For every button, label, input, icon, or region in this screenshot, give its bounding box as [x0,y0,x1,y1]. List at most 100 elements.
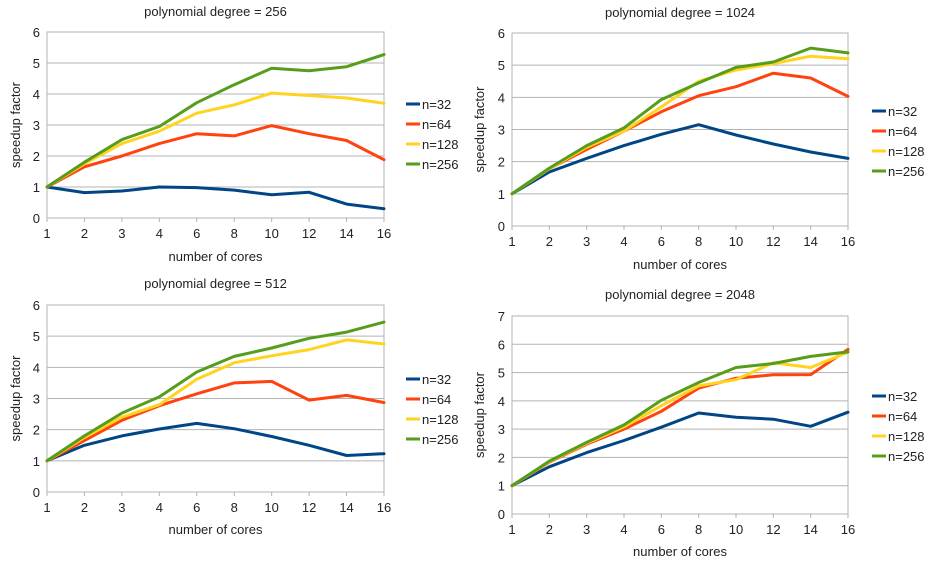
y-tick-label: 6 [33,25,40,40]
legend-label: n=64 [422,392,451,407]
legend-label: n=256 [422,157,459,172]
y-tick-label: 4 [33,360,40,375]
x-tick-label: 12 [302,226,316,241]
x-tick-label: 3 [583,522,590,537]
series-line-n=32 [510,123,850,196]
x-tick-label: 10 [729,522,743,537]
series-line-n=32 [45,185,386,211]
legend-label: n=32 [888,104,917,119]
series-line-n=64 [510,347,850,488]
x-tick-label: 6 [658,522,665,537]
x-tick-label: 12 [302,500,316,515]
x-tick-label: 1 [508,522,515,537]
legend-label: n=64 [422,117,451,132]
x-tick-label: 3 [583,234,590,249]
y-tick-label: 5 [498,366,505,381]
y-tick-label: 2 [498,450,505,465]
x-tick-label: 3 [118,226,125,241]
x-tick-label: 6 [193,226,200,241]
legend: n=32 n=64 n=128 n=256 [872,389,925,464]
x-tick-label: 4 [156,500,163,515]
series-line-n=64 [45,124,386,189]
x-tick-label: 16 [841,234,855,249]
x-tick-label: 16 [377,226,391,241]
legend: n=32 n=64 n=128 n=256 [872,104,925,179]
x-axis-label: number of cores [169,249,263,264]
legend-label: n=128 [422,137,459,152]
y-tick-label: 2 [33,149,40,164]
y-tick-label: 3 [498,422,505,437]
y-tick-label: 5 [33,329,40,344]
legend-label: n=128 [888,144,925,159]
chart-title: polynomial degree = 256 [144,4,287,19]
x-axis-label: number of cores [633,257,727,272]
y-tick-label: 3 [33,118,40,133]
x-tick-label: 14 [803,522,817,537]
x-tick-label: 1 [43,500,50,515]
plot-frame [511,315,849,515]
y-tick-label: 0 [33,485,40,500]
x-tick-label: 6 [658,234,665,249]
x-tick-label: 8 [695,234,702,249]
x-tick-label: 12 [766,234,780,249]
y-tick-label: 0 [33,211,40,226]
x-tick-label: 2 [81,500,88,515]
series-line-n=32 [45,421,386,463]
x-tick-label: 2 [546,234,553,249]
series-line-n=32 [510,410,850,488]
x-tick-label: 14 [339,226,353,241]
legend-label: n=128 [422,412,459,427]
x-tick-label: 1 [43,226,50,241]
series-line-n=128 [45,91,386,189]
y-tick-label: 3 [33,392,40,407]
y-tick-label: 0 [498,507,505,522]
series-line-n=64 [45,379,386,463]
x-tick-label: 8 [231,226,238,241]
x-tick-label: 10 [729,234,743,249]
y-tick-label: 4 [498,394,505,409]
y-tick-label: 5 [33,56,40,71]
x-tick-label: 8 [695,522,702,537]
x-tick-label: 2 [546,522,553,537]
chart-title: polynomial degree = 1024 [605,5,755,20]
y-tick-label: 1 [33,180,40,195]
x-tick-label: 2 [81,226,88,241]
y-axis-label: speedup factor [472,86,487,173]
legend-label: n=32 [422,372,451,387]
legend-label: n=32 [422,97,451,112]
x-tick-label: 16 [377,500,391,515]
y-tick-label: 4 [498,90,505,105]
y-axis-label: speedup factor [472,371,487,458]
x-tick-label: 6 [193,500,200,515]
series-line-n=256 [510,350,850,488]
chart-title: polynomial degree = 512 [144,276,287,291]
x-tick-label: 14 [803,234,817,249]
x-tick-label: 12 [766,522,780,537]
y-tick-label: 2 [498,155,505,170]
legend: n=32 n=64 n=128 n=256 [406,372,459,447]
legend-label: n=256 [422,432,459,447]
y-tick-label: 4 [33,87,40,102]
legend-label: n=128 [888,429,925,444]
legend-label: n=64 [888,124,917,139]
y-tick-label: 6 [498,337,505,352]
series-line-n=256 [510,46,850,196]
y-tick-label: 1 [498,187,505,202]
y-tick-label: 0 [498,219,505,234]
x-axis-label: number of cores [169,522,263,537]
y-tick-label: 5 [498,58,505,73]
legend-label: n=256 [888,164,925,179]
series-line-n=128 [45,338,386,463]
x-tick-label: 4 [620,234,627,249]
y-tick-label: 2 [33,423,40,438]
x-tick-label: 1 [508,234,515,249]
y-tick-label: 6 [33,298,40,313]
y-tick-label: 7 [498,309,505,324]
y-tick-label: 3 [498,123,505,138]
y-axis-label: speedup factor [8,355,23,442]
y-tick-label: 1 [33,454,40,469]
